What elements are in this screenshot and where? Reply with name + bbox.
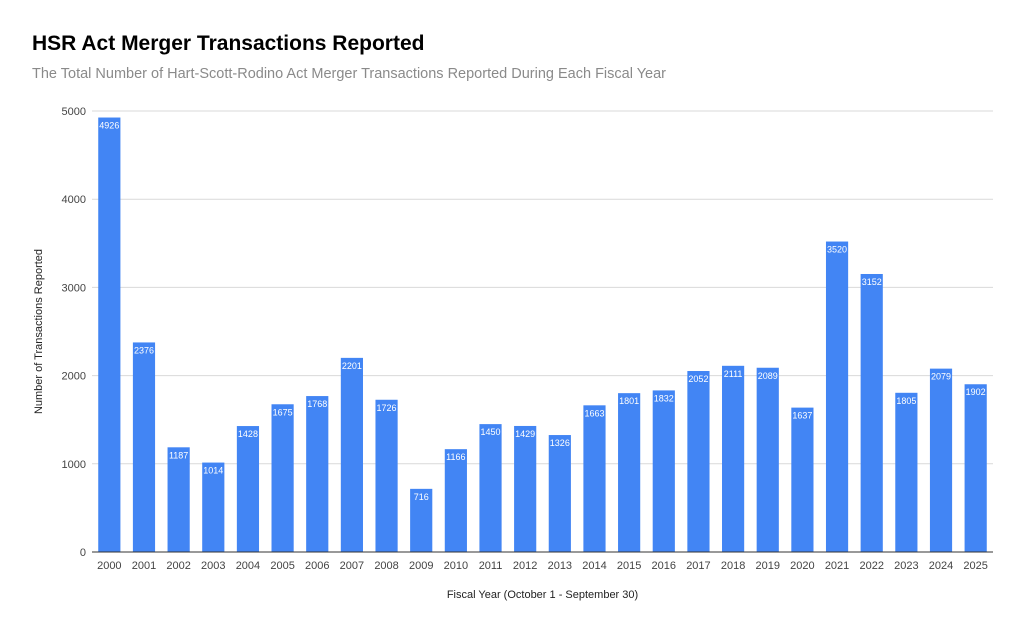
data-labels: 4926 2376 1187 1014 1428 1675 1768 2201 1726 716 1… [99,121,985,502]
bar [306,396,329,552]
data-label: 2089 [758,371,778,381]
data-label: 1326 [550,438,570,448]
y-tick-label: 3000 [62,282,86,294]
bar [722,365,745,552]
y-tick-label: 5000 [62,106,86,118]
x-tick-label: 2014 [582,560,606,572]
bar [444,449,467,552]
data-label: 2052 [688,374,708,384]
data-label: 3520 [827,245,847,255]
x-tick-label: 2010 [444,560,468,572]
bar [375,399,398,552]
bar [98,117,121,553]
data-label: 1902 [966,387,986,397]
x-tick-label: 2012 [513,560,537,572]
bar [236,426,260,552]
bar [825,241,849,552]
y-tick-label: 4000 [62,194,86,206]
data-label: 2376 [134,345,154,355]
chart-subtitle: The Total Number of Hart-Scott-Rodino Ac… [32,66,666,82]
x-tick-label: 2023 [894,560,918,572]
x-tick-label: 2018 [721,560,745,572]
data-label: 1675 [273,407,293,417]
x-tick-label: 2004 [236,560,260,572]
x-tick-label: 2020 [790,560,814,572]
bar [271,404,294,552]
x-tick-label: 2005 [270,560,294,572]
x-tick-label: 2008 [374,560,398,572]
x-tick-label: 2021 [825,560,849,572]
data-label: 1801 [619,396,639,406]
x-tick-label: 2025 [963,560,987,572]
data-label: 1166 [446,452,465,462]
bars [98,117,987,553]
gridlines [92,110,993,465]
data-label: 1428 [238,429,258,439]
data-label: 1726 [377,403,397,413]
bar [687,371,710,552]
x-tick-label: 2017 [686,560,710,572]
bar [929,368,953,552]
data-label: 1637 [792,411,812,421]
bar [583,405,606,552]
x-tick-label: 2007 [340,560,364,572]
x-tick-label: 2013 [548,560,572,572]
data-label: 2201 [342,361,362,371]
x-tick-label: 2019 [756,560,780,572]
bar [964,384,987,552]
chart-title: HSR Act Merger Transactions Reported [32,32,425,55]
y-tick-labels: 0 1000 2000 3000 4000 5000 [62,106,86,559]
data-label: 1805 [896,396,916,406]
bar [202,462,225,552]
bar [479,424,502,552]
x-tick-labels: 2000 2001 2002 2003 2004 2005 2006 2007 2008 2009… [97,560,988,572]
x-tick-label: 2006 [305,560,329,572]
data-label: 1014 [203,466,223,476]
x-tick-label: 2016 [652,560,676,572]
bar [618,393,641,552]
y-axis-title: Number of Transactions Reported [33,249,45,414]
x-tick-label: 2000 [97,560,121,572]
y-tick-label: 2000 [62,371,86,383]
x-tick-label: 2001 [132,560,156,572]
y-tick-label: 0 [80,547,86,559]
bar [132,342,156,552]
data-label: 3152 [862,277,882,287]
data-label: 1663 [584,408,604,418]
x-tick-label: 2015 [617,560,641,572]
x-tick-label: 2009 [409,560,433,572]
x-tick-label: 2022 [859,560,883,572]
data-label: 1768 [307,399,327,409]
data-label: 1450 [481,427,501,437]
x-tick-label: 2003 [201,560,225,572]
data-label: 2079 [931,372,951,382]
data-label: 4926 [99,121,119,131]
bar [652,390,675,552]
bar [514,425,537,552]
data-label: 1832 [654,393,674,403]
x-axis-title: Fiscal Year (October 1 - September 30) [447,589,638,601]
y-tick-label: 1000 [62,459,86,471]
data-label: 1429 [515,429,535,439]
bar [756,367,779,552]
bar [895,392,918,552]
data-label: 1187 [169,450,188,460]
bar [791,407,814,552]
bar [548,435,571,552]
x-tick-label: 2024 [929,560,953,572]
x-tick-label: 2011 [479,560,503,572]
x-tick-label: 2002 [166,560,190,572]
data-label: 2111 [724,369,743,379]
data-label: 716 [414,492,429,502]
bar [167,447,190,552]
bar [410,488,433,552]
bar [860,273,883,552]
bar [340,357,363,552]
